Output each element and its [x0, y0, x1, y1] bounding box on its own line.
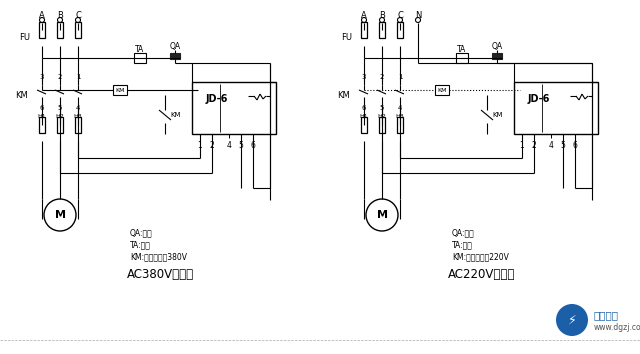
Bar: [397, 117, 403, 133]
Bar: [379, 117, 385, 133]
Text: KM:交流接触器380V: KM:交流接触器380V: [130, 252, 187, 261]
Text: 5: 5: [239, 141, 243, 150]
Text: 电工之家: 电工之家: [594, 310, 619, 320]
Circle shape: [366, 199, 398, 231]
Text: FU: FU: [19, 34, 30, 42]
Text: KM: KM: [115, 87, 125, 92]
Circle shape: [58, 17, 63, 23]
Circle shape: [362, 17, 367, 23]
Text: AC220V接线图: AC220V接线图: [448, 268, 516, 281]
Bar: [134, 53, 146, 63]
Bar: [514, 82, 598, 134]
Text: QA:起动: QA:起动: [130, 228, 153, 237]
Text: 3: 3: [40, 74, 44, 80]
Text: JD-6: JD-6: [206, 94, 228, 104]
Text: JD-6: JD-6: [528, 94, 550, 104]
Text: 4: 4: [227, 141, 232, 150]
Text: 6: 6: [251, 141, 255, 150]
Text: H3: H3: [396, 114, 404, 119]
Text: TA: TA: [136, 46, 145, 55]
Text: 6: 6: [362, 105, 366, 111]
Text: 4: 4: [76, 105, 80, 111]
Text: www.dgzj.com: www.dgzj.com: [594, 322, 640, 331]
Text: QA: QA: [492, 41, 502, 51]
Text: B: B: [57, 11, 63, 19]
Text: H2: H2: [378, 114, 387, 119]
Bar: [39, 117, 45, 133]
Text: 1: 1: [397, 74, 403, 80]
Text: B: B: [379, 11, 385, 19]
Text: C: C: [75, 11, 81, 19]
Text: 4: 4: [548, 141, 554, 150]
Bar: [456, 53, 468, 63]
Circle shape: [76, 17, 81, 23]
Bar: [39, 22, 45, 38]
Bar: [397, 22, 403, 38]
Bar: [57, 117, 63, 133]
Text: C: C: [397, 11, 403, 19]
Bar: [75, 22, 81, 38]
Text: H2: H2: [56, 114, 65, 119]
Circle shape: [415, 17, 420, 23]
Circle shape: [44, 199, 76, 231]
Text: 6: 6: [40, 105, 44, 111]
Bar: [170, 53, 180, 59]
Bar: [113, 85, 127, 95]
Bar: [361, 22, 367, 38]
Text: A: A: [39, 11, 45, 19]
Text: KM: KM: [337, 91, 350, 99]
Text: TA:停止: TA:停止: [452, 240, 473, 249]
Text: KM:交流接触器220V: KM:交流接触器220V: [452, 252, 509, 261]
Text: KM: KM: [15, 91, 28, 99]
Text: QA: QA: [170, 41, 180, 51]
Text: ⚡: ⚡: [568, 314, 577, 326]
Text: 1: 1: [76, 74, 80, 80]
Text: 5: 5: [58, 105, 62, 111]
Text: TA:停止: TA:停止: [130, 240, 151, 249]
Text: H1: H1: [38, 114, 46, 119]
Text: FU: FU: [341, 34, 352, 42]
Text: H3: H3: [74, 114, 83, 119]
Text: AC380V接线图: AC380V接线图: [127, 268, 193, 281]
Bar: [435, 85, 449, 95]
Bar: [75, 117, 81, 133]
Bar: [57, 22, 63, 38]
Text: 1: 1: [520, 141, 524, 150]
Circle shape: [397, 17, 403, 23]
Text: 2: 2: [210, 141, 214, 150]
Circle shape: [380, 17, 385, 23]
Text: 2: 2: [532, 141, 536, 150]
Text: 3: 3: [362, 74, 366, 80]
Text: 2: 2: [58, 74, 62, 80]
Text: 1: 1: [198, 141, 202, 150]
Bar: [379, 22, 385, 38]
Text: KM: KM: [170, 112, 180, 118]
Text: A: A: [361, 11, 367, 19]
Text: KM: KM: [437, 87, 447, 92]
Bar: [192, 82, 276, 134]
Text: 6: 6: [573, 141, 577, 150]
Text: 2: 2: [380, 74, 384, 80]
Text: 5: 5: [380, 105, 384, 111]
Text: TA: TA: [458, 46, 467, 55]
Text: 5: 5: [561, 141, 565, 150]
Bar: [492, 53, 502, 59]
Text: M: M: [376, 210, 387, 220]
Text: M: M: [54, 210, 65, 220]
Circle shape: [556, 304, 588, 336]
Bar: [361, 117, 367, 133]
Text: QA:起动: QA:起动: [452, 228, 475, 237]
Text: H1: H1: [360, 114, 368, 119]
Circle shape: [40, 17, 45, 23]
Text: N: N: [415, 11, 421, 19]
Text: KM: KM: [492, 112, 502, 118]
Text: 4: 4: [398, 105, 402, 111]
